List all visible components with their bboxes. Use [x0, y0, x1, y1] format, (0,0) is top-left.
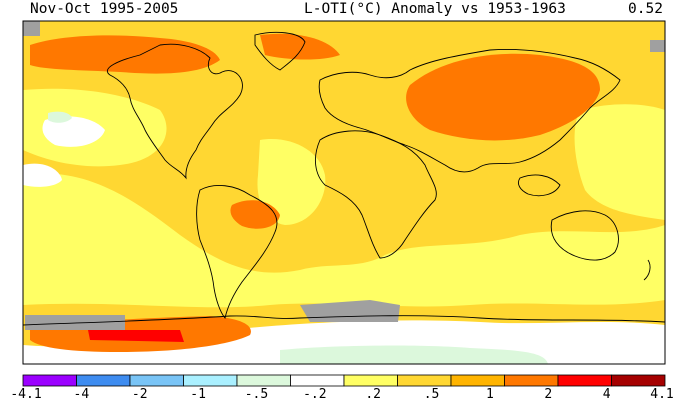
coastline-southeast-asia	[517, 174, 561, 197]
coastline-australia	[550, 210, 619, 261]
legend-tick-label: 4	[602, 387, 611, 402]
legend-swatch	[504, 374, 559, 387]
anomaly-zone-grey-missing-east	[650, 40, 665, 52]
legend-swatch	[236, 374, 291, 387]
legend-tick-label: -4.1	[10, 387, 42, 402]
legend-tick-label: -4	[73, 387, 90, 402]
legend-swatch	[450, 374, 505, 387]
anomaly-zone-grey-missing-west	[25, 315, 125, 330]
legend-swatch	[76, 374, 131, 387]
anomaly-zone-grey-missing-corner	[23, 21, 40, 36]
legend-tick-label: -.5	[244, 387, 269, 402]
coastline-greenland	[254, 31, 306, 71]
anomaly-zone-orange-north-america	[30, 35, 220, 74]
coastline-new-zealand	[643, 259, 651, 281]
anomaly-zone-yellow-atlantic	[257, 139, 326, 225]
anomaly-zone-orange-arctic	[260, 33, 340, 60]
coastline-south-america	[196, 184, 278, 319]
legend-tick-label: .5	[423, 387, 440, 402]
legend-swatch	[183, 374, 238, 387]
color-legend	[22, 374, 666, 387]
map-anomaly-title: L-OTI(°C) Anomaly vs 1953-1963	[304, 1, 566, 17]
anomaly-zone-white-north-pacific	[42, 116, 105, 147]
legend-swatch	[557, 374, 612, 387]
anomaly-zone-yellow-tropics	[23, 173, 665, 308]
coastline-antarctica	[23, 315, 665, 326]
legend-swatch	[129, 374, 184, 387]
anomaly-zone-lightgreen-pacific	[48, 111, 72, 123]
legend-tick-label: -2	[131, 387, 148, 402]
anomaly-zone-orange-siberia	[406, 53, 600, 141]
map-period-title: Nov-Oct 1995-2005	[30, 1, 179, 17]
legend-swatch	[22, 374, 77, 387]
anomaly-field	[23, 21, 665, 364]
legend-tick-label: 4.1	[650, 387, 674, 402]
legend-tick-label: 2	[544, 387, 553, 402]
anomaly-zone-orange-south-america	[230, 200, 280, 229]
anomaly-zone-lightgreen-antarctic	[280, 345, 548, 364]
coastline-europe	[318, 49, 621, 173]
legend-tick-label: 1	[485, 387, 494, 402]
legend-tick-label: -.2	[303, 387, 327, 402]
global-mean-value: 0.52	[628, 1, 663, 17]
coastlines	[23, 31, 665, 326]
coastline-north-america	[107, 43, 243, 180]
anomaly-zone-red-southern	[88, 330, 184, 342]
legend-swatch	[611, 374, 666, 387]
legend-swatch	[290, 374, 345, 387]
legend-tick-label: -1	[190, 387, 206, 402]
legend-swatch	[397, 374, 452, 387]
anomaly-zone-grey-missing-central	[300, 300, 400, 322]
legend-swatch	[343, 374, 398, 387]
map-frame	[22, 20, 666, 365]
legend-tick-label: .2	[365, 387, 381, 402]
anomaly-zone-white-subtropics	[23, 163, 62, 187]
anomaly-zone-yellow-east-pacific	[574, 104, 665, 220]
